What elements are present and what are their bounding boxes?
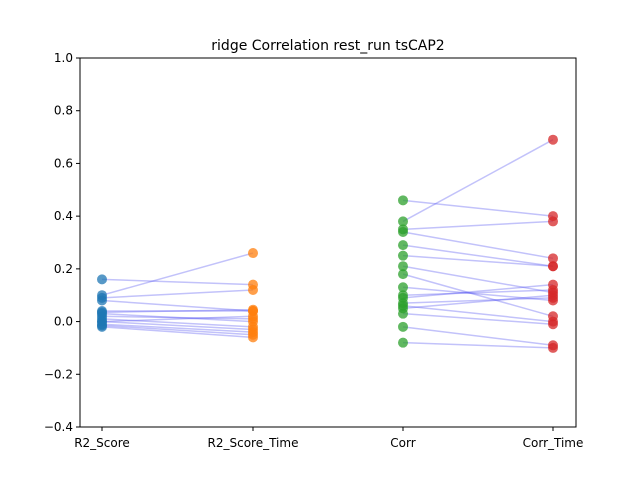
point-corr-time [548,216,558,227]
connector-line [402,286,554,302]
connector-line [101,323,254,333]
connector-line [101,289,254,299]
connector-line [402,297,554,304]
point-r2-score [97,274,107,285]
connector-line [101,320,254,331]
point-corr [398,337,408,348]
connector-line [101,299,254,312]
connector-line [101,308,254,314]
x-tick-label: R2_Score_Time [208,436,299,450]
point-corr-time [548,134,558,145]
connector-line [402,283,554,299]
y-tick-label: 0.6 [54,156,73,170]
connector-line [402,254,554,267]
point-corr [398,226,408,237]
connector-line [402,289,554,296]
point-corr [398,321,408,332]
point-corr [398,250,408,261]
x-axis: R2_Score R2_Score_Time Corr Corr_Time [74,427,583,450]
connector-line [101,324,254,336]
point-corr [398,261,408,272]
connector-line [402,305,554,323]
point-corr-time [548,342,558,353]
connector-line [402,231,554,260]
y-tick-label: −0.2 [44,367,73,381]
connector-line [402,199,554,217]
point-corr-time [548,253,558,264]
connector-line [101,318,254,328]
plot-frame [79,57,577,428]
y-tick-label: 1.0 [54,51,73,65]
point-corr-time [548,319,558,330]
point-corr [398,240,408,251]
point-corr-time [548,261,558,272]
point-r2-score [97,295,107,306]
connector-line [402,294,554,310]
connector-line [402,265,554,294]
y-tick-label: −0.4 [44,420,73,434]
y-tick-label: 0.8 [54,104,73,118]
point-r2-score-time [248,329,258,340]
x-tick-label: Corr [390,436,415,450]
connector-line [101,315,254,323]
connector-line [101,326,254,339]
point-corr-time [548,290,558,301]
point-r2-score [97,307,107,318]
point-r2-score-time [248,248,258,259]
connector-line [402,139,554,223]
connector-line [402,341,554,349]
point-r2-score-time [248,304,258,315]
point-r2-score-time [248,284,258,295]
point-corr [398,308,408,319]
connector-line [402,312,554,325]
point-corr-time [548,279,558,290]
y-tick-label: 0.0 [54,315,73,329]
y-tick-label: 0.4 [54,209,73,223]
connector-line [101,312,254,323]
connector-line [402,273,554,318]
x-tick-label: R2_Score [74,436,130,450]
connector-line [101,278,254,286]
point-corr [398,269,408,280]
y-tick-label: 0.2 [54,262,73,276]
y-axis: −0.4 −0.2 0.0 0.2 0.4 0.6 0.8 1.0 [44,51,80,434]
point-r2-score [97,320,107,331]
x-tick-label: Corr_Time [523,436,584,450]
connector-line [101,252,254,296]
connector-line [402,326,554,347]
connector-line [101,315,254,320]
point-corr [398,195,408,206]
point-corr [398,216,408,227]
data-points [97,134,558,353]
point-corr [398,282,408,293]
connector-line [402,220,554,231]
chart-title: ridge Correlation rest_run tsCAP2 [211,38,444,54]
connector-line [402,244,554,267]
connector-lines [101,139,554,349]
